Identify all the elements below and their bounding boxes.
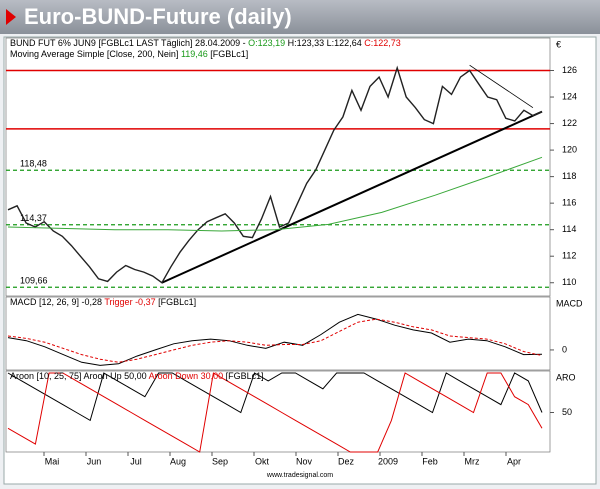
x-tick-label: Feb bbox=[422, 456, 438, 466]
series-line bbox=[7, 65, 543, 284]
chart-frame bbox=[3, 36, 597, 485]
page-title: Euro-BUND-Future (daily) bbox=[24, 4, 292, 29]
x-tick-label: Mrz bbox=[465, 456, 480, 466]
legend-part: Aroon Down 30,00 bbox=[149, 371, 224, 381]
axis-unit: MACD bbox=[556, 298, 583, 308]
horizontal-line-label: 118,48 bbox=[20, 159, 47, 169]
x-tick-label: Aug bbox=[170, 456, 186, 466]
panel-legend: BUND FUT 6% JUN9 [FGBLc1 LAST Täglich] 2… bbox=[10, 38, 401, 48]
legend-part: C:122,73 bbox=[364, 38, 401, 48]
legend-part: 119,46 bbox=[181, 49, 208, 59]
y-tick-label: 126 bbox=[562, 65, 577, 75]
y-tick-label: 120 bbox=[562, 144, 577, 154]
series-line bbox=[7, 313, 543, 366]
title-bar bbox=[0, 0, 600, 34]
y-tick-label: 50 bbox=[562, 407, 572, 417]
series-line bbox=[7, 318, 543, 363]
legend-part: O:123,19 bbox=[248, 38, 285, 48]
legend-part: BUND FUT 6% JUN9 [FGBLc1 LAST Täglich] 2… bbox=[10, 38, 248, 48]
series-line bbox=[7, 156, 543, 232]
title-arrow bbox=[6, 9, 16, 25]
x-tick-label: Okt bbox=[255, 456, 270, 466]
y-tick-label: 122 bbox=[562, 118, 577, 128]
x-tick-label: Mai bbox=[45, 456, 60, 466]
y-tick-label: 110 bbox=[562, 277, 576, 287]
x-tick-label: Sep bbox=[212, 456, 228, 466]
panel-legend: Aroon [10, 25, 75] Aroon Up 50,00 Aroon … bbox=[10, 371, 264, 381]
horizontal-line-label: 109,66 bbox=[20, 276, 48, 286]
horizontal-line-label: 114,37 bbox=[20, 213, 47, 223]
x-tick-label: Nov bbox=[296, 456, 313, 466]
series-line bbox=[7, 372, 543, 422]
y-tick-label: 112 bbox=[562, 251, 576, 261]
y-tick-label: 116 bbox=[562, 198, 576, 208]
y-tick-label: 124 bbox=[562, 91, 577, 101]
panel-legend: MACD [12, 26, 9] -0,28 Trigger -0,37 [FG… bbox=[10, 297, 196, 307]
y-tick-label: 118 bbox=[562, 171, 576, 181]
legend-part: Trigger -0,37 bbox=[104, 297, 155, 307]
panel bbox=[5, 296, 551, 371]
x-tick-label: Jun bbox=[87, 456, 102, 466]
axis-unit: ARO bbox=[556, 372, 576, 382]
legend-part: [FGBLc1] bbox=[223, 371, 264, 381]
legend-part: H:123,33 L:122,64 bbox=[285, 38, 364, 48]
panel-legend: Moving Average Simple [Close, 200, Nein]… bbox=[10, 49, 248, 59]
trendline bbox=[161, 110, 543, 284]
legend-part: Aroon [10, 25, 75] Aroon Up 50,00 bbox=[10, 371, 149, 381]
series-line bbox=[7, 372, 543, 453]
panel bbox=[5, 37, 551, 297]
footer: www.tradesignal.com bbox=[266, 472, 333, 479]
panel bbox=[5, 370, 551, 453]
legend-part: [FGBLc1] bbox=[208, 49, 249, 59]
legend-part: [FGBLc1] bbox=[156, 297, 197, 307]
y-tick-label: 0 bbox=[562, 344, 567, 354]
x-tick-label: Apr bbox=[507, 456, 521, 466]
y-tick-label: 114 bbox=[562, 224, 576, 234]
legend-part: MACD [12, 26, 9] -0,28 bbox=[10, 297, 104, 307]
x-tick-label: Jul bbox=[130, 456, 142, 466]
x-tick-label: Dez bbox=[338, 456, 355, 466]
x-tick-label: 2009 bbox=[378, 456, 398, 466]
legend-part: Moving Average Simple [Close, 200, Nein] bbox=[10, 49, 181, 59]
axis-unit: € bbox=[556, 39, 561, 49]
trendline bbox=[469, 64, 534, 108]
